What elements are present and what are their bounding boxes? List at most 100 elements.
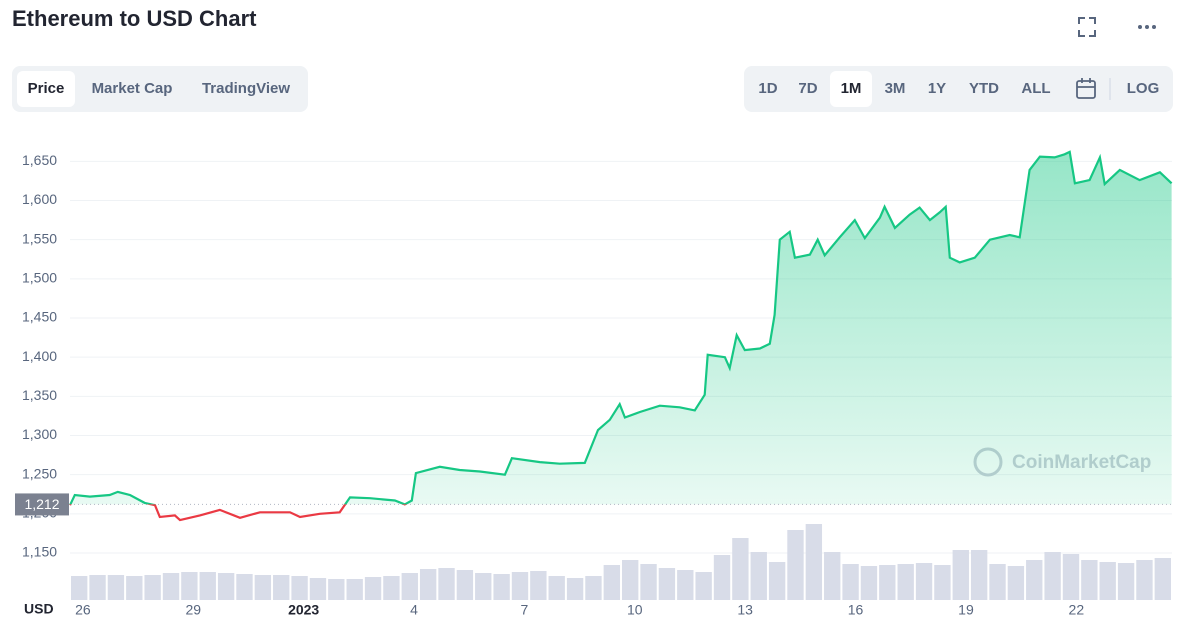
volume-bar bbox=[162, 573, 180, 600]
log-button[interactable]: LOG bbox=[1127, 80, 1160, 97]
x-tick-label: 2023 bbox=[288, 602, 319, 618]
y-tick-label: 1,400 bbox=[22, 348, 57, 364]
volume-bar bbox=[1081, 560, 1098, 600]
x-tick-label: 4 bbox=[410, 602, 418, 618]
volume-bar bbox=[952, 550, 969, 600]
calendar-icon[interactable] bbox=[1076, 78, 1096, 99]
volume-bar bbox=[236, 574, 253, 600]
y-axis-label: USD bbox=[24, 601, 54, 617]
volume-bar bbox=[419, 569, 437, 600]
volume-bar bbox=[438, 568, 455, 600]
volume-bar bbox=[475, 573, 492, 600]
volume-bar bbox=[1136, 560, 1153, 600]
price-line-up bbox=[69, 150, 1173, 505]
volume-bar bbox=[787, 530, 804, 600]
volume-bar bbox=[530, 571, 547, 600]
volume-bar bbox=[970, 550, 988, 600]
area bbox=[70, 151, 1172, 505]
volume-bar bbox=[732, 538, 749, 600]
volume-bar bbox=[842, 564, 859, 600]
volume-bar bbox=[328, 579, 345, 600]
price-line-down bbox=[69, 504, 408, 522]
volume-bar bbox=[934, 565, 951, 600]
baseline-badge bbox=[15, 493, 69, 516]
volume-bar bbox=[1062, 554, 1080, 600]
volume-bar bbox=[309, 578, 327, 600]
volume-bar bbox=[677, 570, 694, 600]
volume-bar bbox=[1117, 563, 1135, 600]
volume-bar bbox=[860, 566, 878, 600]
x-tick-label: 7 bbox=[521, 602, 529, 618]
volume-bar bbox=[1026, 560, 1043, 600]
volume-bar bbox=[805, 524, 823, 600]
tab-group bbox=[12, 66, 308, 112]
more-icon[interactable] bbox=[1138, 25, 1156, 29]
y-tick-label: 1,500 bbox=[22, 270, 57, 286]
volume-bar bbox=[622, 560, 639, 600]
volume-bar bbox=[750, 552, 767, 600]
y-tick-label: 1,300 bbox=[22, 426, 57, 442]
volume-bar bbox=[1099, 562, 1116, 600]
x-tick-label: 29 bbox=[185, 602, 201, 618]
volume-bar bbox=[768, 562, 786, 600]
volume-bar bbox=[658, 568, 676, 600]
volume-bar bbox=[695, 572, 712, 600]
volume-bar bbox=[989, 564, 1006, 600]
x-tick-label: 19 bbox=[958, 602, 974, 618]
volume-bar bbox=[181, 572, 198, 600]
volume-bar bbox=[71, 576, 88, 600]
volume-bar bbox=[879, 565, 896, 600]
range-button[interactable]: 7D bbox=[798, 80, 817, 97]
y-tick-label: 1,450 bbox=[22, 309, 57, 325]
volume-bar bbox=[511, 572, 529, 600]
volume-bar bbox=[603, 565, 620, 600]
range-button[interactable]: ALL bbox=[1021, 80, 1050, 97]
volume-bar bbox=[199, 572, 216, 600]
x-tick-label: 16 bbox=[848, 602, 864, 618]
range-active bbox=[830, 71, 872, 107]
y-tick-label: 1,150 bbox=[22, 544, 57, 560]
volume-bar bbox=[107, 575, 125, 600]
tab[interactable]: Market Cap bbox=[92, 80, 173, 97]
x-tick-label: 26 bbox=[75, 602, 91, 618]
tab[interactable]: Price bbox=[28, 80, 65, 97]
volume-bar bbox=[897, 564, 914, 600]
y-tick-label: 1,350 bbox=[22, 387, 57, 403]
x-tick-label: 10 bbox=[627, 602, 643, 618]
volume-bar bbox=[824, 552, 841, 600]
volume-bar bbox=[254, 575, 272, 600]
range-button[interactable]: 1Y bbox=[928, 80, 946, 97]
volume-bar bbox=[401, 573, 418, 600]
volume-bar bbox=[273, 575, 290, 600]
volume-bar bbox=[493, 574, 510, 600]
volume-bar bbox=[126, 576, 143, 600]
volume-bar bbox=[383, 576, 400, 600]
volume-bar bbox=[640, 564, 657, 600]
volume-bar bbox=[1044, 552, 1061, 600]
range-button[interactable]: 1D bbox=[758, 80, 777, 97]
fullscreen-icon[interactable] bbox=[1078, 17, 1096, 37]
y-tick-label: 1,250 bbox=[22, 465, 57, 481]
range-button[interactable]: 1M bbox=[841, 80, 862, 97]
range-button[interactable]: YTD bbox=[969, 80, 999, 97]
title: Ethereum to USD Chart bbox=[12, 6, 257, 31]
x-tick-label: 13 bbox=[737, 602, 753, 618]
y-tick-label: 1,550 bbox=[22, 230, 57, 246]
volume-bar bbox=[915, 563, 933, 600]
y-tick-label: 1,650 bbox=[22, 152, 57, 168]
volume-bar bbox=[585, 576, 602, 600]
volume-bar bbox=[1154, 558, 1171, 600]
baseline-label: 1,212 bbox=[24, 496, 59, 512]
volume-bar bbox=[456, 570, 474, 600]
volume-bar bbox=[713, 555, 731, 600]
volume-bar bbox=[291, 576, 308, 600]
volume-bar bbox=[548, 576, 565, 600]
y-tick-label: 1,600 bbox=[22, 191, 57, 207]
volume-bar bbox=[217, 573, 235, 600]
volume-bar bbox=[144, 575, 161, 600]
range-button[interactable]: 3M bbox=[885, 80, 906, 97]
x-tick-label: 22 bbox=[1069, 602, 1085, 618]
tab[interactable]: TradingView bbox=[202, 80, 290, 97]
volume-bar bbox=[364, 577, 382, 600]
